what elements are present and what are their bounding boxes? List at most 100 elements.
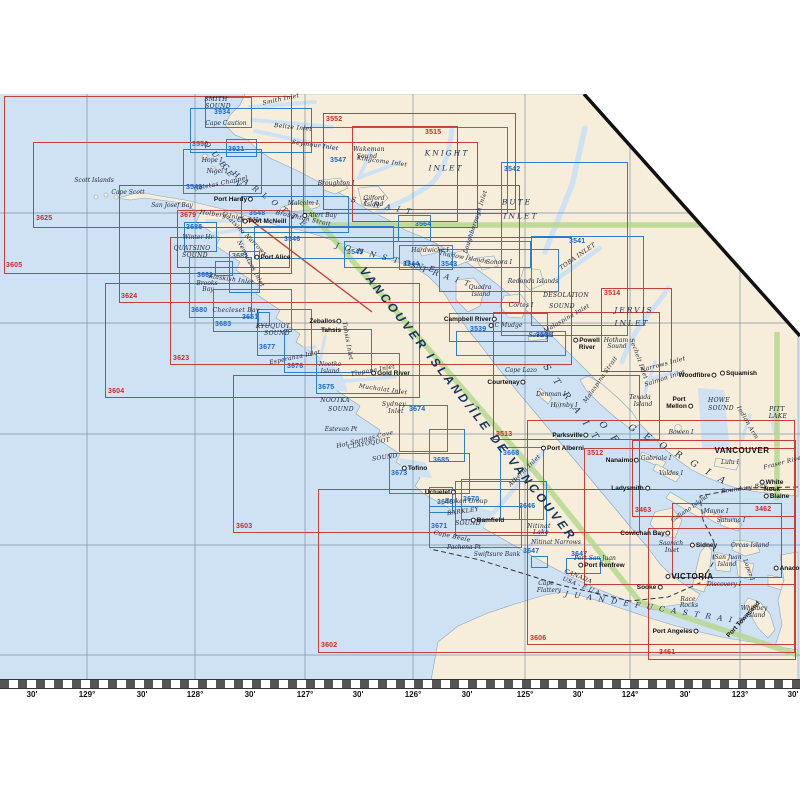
chart-number-3604[interactable]: 3604 bbox=[108, 388, 125, 395]
chart-box-3624[interactable] bbox=[119, 185, 520, 303]
chart-number-3623[interactable]: 3623 bbox=[173, 355, 190, 362]
place-label-rocks: Rocks bbox=[679, 602, 699, 609]
chart-number-3543[interactable]: 3543 bbox=[441, 261, 458, 268]
chart-box-3550[interactable] bbox=[190, 108, 312, 153]
chart-number-3542[interactable]: 3542 bbox=[504, 166, 521, 173]
chart-box-3515[interactable] bbox=[352, 126, 458, 222]
town-dot bbox=[242, 218, 248, 224]
chart-box-3549[interactable] bbox=[183, 149, 262, 194]
chart-number-3552[interactable]: 3552 bbox=[326, 116, 343, 123]
chart-number-3661[interactable]: 3661 bbox=[197, 272, 214, 279]
chart-number-3674[interactable]: 3674 bbox=[409, 406, 426, 413]
chart-box-3547[interactable] bbox=[303, 127, 508, 214]
chart-number-3538[interactable]: 3538 bbox=[536, 332, 553, 339]
chart-number-3675[interactable]: 3675 bbox=[318, 384, 335, 391]
chart-number-3513[interactable]: 3513 bbox=[496, 431, 513, 438]
chart-number-3934[interactable]: 3934 bbox=[214, 109, 231, 116]
chart-box-3545[interactable] bbox=[344, 241, 531, 268]
chart-number-3676[interactable]: 3676 bbox=[287, 363, 304, 370]
chart-number-3545[interactable]: 3545 bbox=[347, 249, 364, 256]
chart-number-3625[interactable]: 3625 bbox=[36, 215, 53, 222]
chart-number-3647[interactable]: 3647 bbox=[523, 548, 540, 555]
chart-box-3462[interactable] bbox=[672, 503, 782, 578]
chart-box-3513[interactable] bbox=[493, 312, 660, 440]
chart-number-3683[interactable]: 3683 bbox=[215, 321, 232, 328]
chart-number-3548[interactable]: 3548 bbox=[249, 210, 266, 217]
chart-box-3646[interactable] bbox=[455, 481, 547, 536]
chart-box-3646[interactable] bbox=[429, 487, 453, 513]
chart-number-3546[interactable]: 3546 bbox=[284, 236, 301, 243]
chart-number-3603[interactable]: 3603 bbox=[236, 523, 253, 530]
chart-number-3606[interactable]: 3606 bbox=[530, 635, 547, 642]
chart-box-3680[interactable] bbox=[189, 257, 252, 318]
place-label-flattery: Flattery bbox=[536, 587, 562, 594]
chart-number-3647[interactable]: 3647 bbox=[571, 551, 588, 558]
chart-box-3538[interactable] bbox=[456, 331, 566, 356]
place-label-knight: KNIGHT bbox=[424, 148, 470, 158]
chart-box-3934[interactable] bbox=[205, 97, 252, 128]
chart-number-3651[interactable]: 3651 bbox=[242, 314, 259, 321]
chart-number-3602[interactable]: 3602 bbox=[321, 642, 338, 649]
chart-box-3670[interactable] bbox=[461, 479, 520, 520]
chart-number-3646[interactable]: 3646 bbox=[437, 499, 454, 506]
chart-number-3514[interactable]: 3514 bbox=[604, 290, 621, 297]
chart-number-3512[interactable]: 3512 bbox=[587, 450, 604, 457]
place-label-sidney: Sidney bbox=[689, 542, 717, 550]
chart-number-3541[interactable]: 3541 bbox=[569, 238, 586, 245]
chart-box-3541[interactable] bbox=[531, 236, 644, 326]
chart-box-3544[interactable] bbox=[399, 245, 453, 270]
chart-box-3604[interactable] bbox=[105, 283, 420, 398]
chart-number-3685[interactable]: 3685 bbox=[433, 457, 450, 464]
chart-box-3463[interactable] bbox=[632, 440, 796, 517]
chart-box-3683[interactable] bbox=[213, 289, 292, 332]
chart-number-3550[interactable]: 3550 bbox=[192, 141, 209, 148]
chart-number-3463[interactable]: 3463 bbox=[635, 507, 652, 514]
chart-number-3462[interactable]: 3462 bbox=[755, 506, 772, 513]
chart-box-3542[interactable] bbox=[501, 162, 628, 336]
chart-box-3539[interactable] bbox=[449, 313, 548, 342]
chart-box-3668[interactable] bbox=[500, 447, 544, 520]
chart-number-3680[interactable]: 3680 bbox=[191, 307, 208, 314]
chart-box-3677[interactable] bbox=[257, 309, 312, 356]
chart-box-3647[interactable] bbox=[566, 558, 601, 574]
chart-box-3685[interactable] bbox=[429, 429, 465, 462]
chart-number-3544[interactable]: 3544 bbox=[403, 261, 420, 268]
chart-number-3549[interactable]: 3549 bbox=[186, 184, 203, 191]
chart-number-3624[interactable]: 3624 bbox=[121, 293, 138, 300]
chart-box-3514[interactable] bbox=[601, 288, 672, 372]
chart-box-3603[interactable] bbox=[233, 375, 640, 533]
chart-box-3552[interactable] bbox=[323, 113, 516, 210]
chart-box-3674[interactable] bbox=[399, 405, 448, 452]
chart-box-3548[interactable] bbox=[241, 196, 349, 233]
chart-box-3661[interactable] bbox=[215, 261, 233, 276]
chart-number-3677[interactable]: 3677 bbox=[259, 344, 276, 351]
chart-box-3647[interactable] bbox=[531, 556, 548, 568]
chart-box-3675[interactable] bbox=[316, 353, 400, 394]
chart-number-3605[interactable]: 3605 bbox=[6, 262, 23, 269]
chart-limit-diagonal bbox=[247, 217, 373, 313]
chart-box-3461[interactable] bbox=[648, 528, 796, 660]
chart-number-3673[interactable]: 3673 bbox=[391, 470, 408, 477]
chart-box-3606[interactable] bbox=[527, 420, 795, 645]
chart-box-3564[interactable] bbox=[398, 215, 431, 242]
chart-box-3651[interactable] bbox=[258, 312, 270, 326]
chart-number-3564[interactable]: 3564 bbox=[415, 221, 432, 228]
chart-number-3670[interactable]: 3670 bbox=[463, 496, 480, 503]
chart-box-3546[interactable] bbox=[254, 226, 394, 259]
chart-number-3547[interactable]: 3547 bbox=[330, 157, 347, 164]
chart-box-3679[interactable] bbox=[177, 210, 290, 268]
chart-box-3671[interactable] bbox=[429, 506, 522, 548]
chart-number-3681[interactable]: 3681 bbox=[232, 253, 249, 260]
chart-box-3921[interactable] bbox=[226, 139, 257, 157]
chart-number-3461[interactable]: 3461 bbox=[659, 649, 676, 656]
chart-number-3668[interactable]: 3668 bbox=[503, 450, 520, 457]
town-dot bbox=[578, 562, 584, 568]
chart-number-3515[interactable]: 3515 bbox=[425, 129, 442, 136]
chart-number-3679[interactable]: 3679 bbox=[180, 212, 197, 219]
chart-box-3681[interactable] bbox=[229, 251, 260, 293]
chart-number-3539[interactable]: 3539 bbox=[470, 326, 487, 333]
chart-box-3623[interactable] bbox=[170, 237, 572, 365]
chart-box-3676[interactable] bbox=[284, 329, 372, 373]
chart-number-3671[interactable]: 3671 bbox=[431, 523, 448, 530]
chart-box-3543[interactable] bbox=[439, 249, 559, 292]
